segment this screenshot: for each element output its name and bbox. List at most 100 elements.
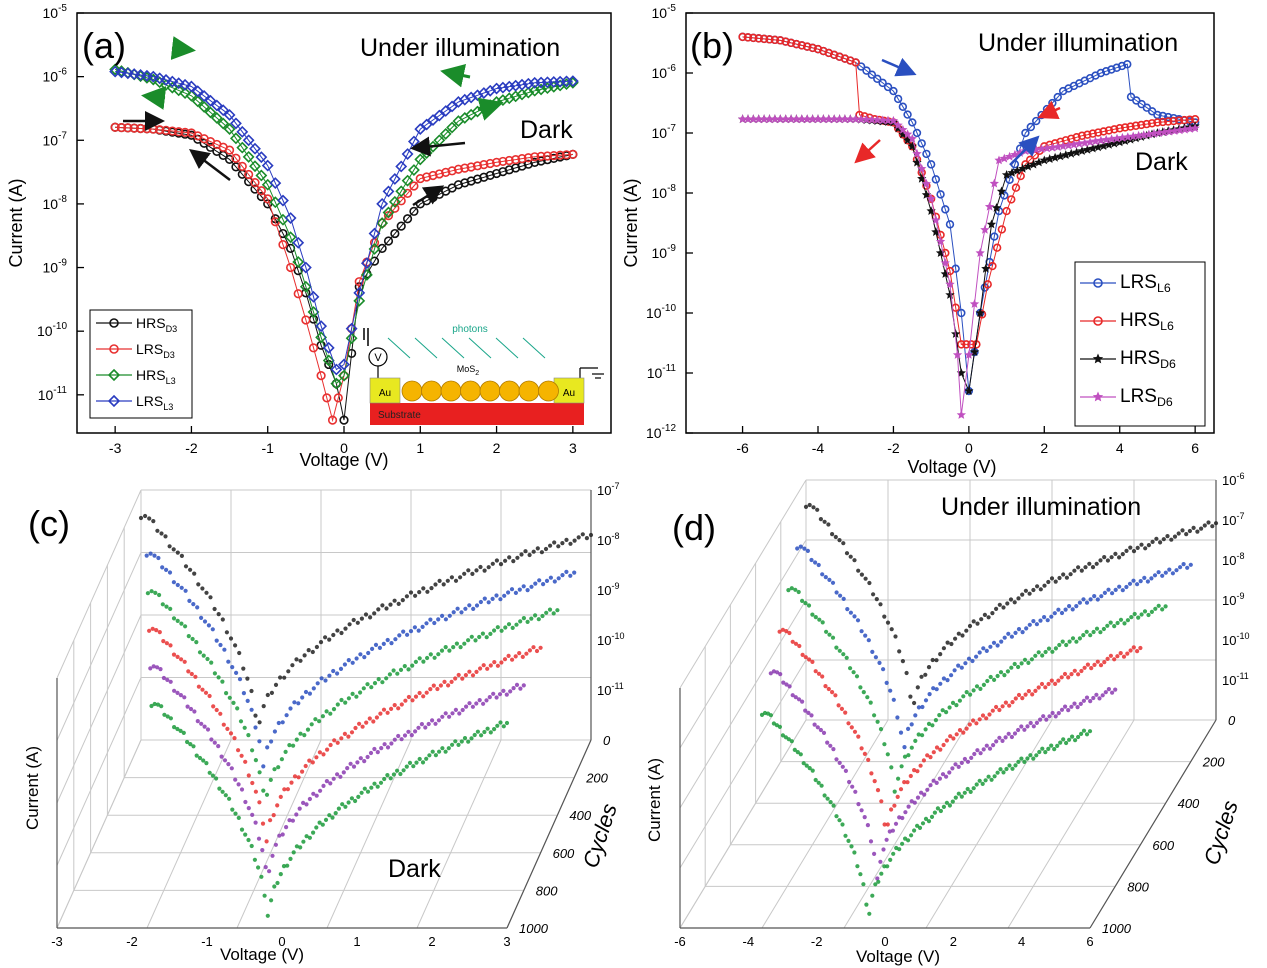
data-point [335,671,339,675]
data-point [156,556,160,560]
data-point [863,752,867,756]
data-point [1070,735,1074,739]
data-point [402,768,406,772]
data-point [919,764,923,768]
data-point [420,722,424,726]
data-point [1079,669,1083,673]
arrow [446,72,470,77]
data-point [195,605,199,609]
data-point [495,695,499,699]
data-point [211,627,215,631]
data-point [159,531,163,535]
data-point [418,691,422,695]
data-point [930,815,934,819]
data-point [479,733,483,737]
data-point [974,655,978,659]
data-point [405,765,409,769]
panel-d-y-axis-label: Current (A) [645,758,664,842]
data-point [432,684,436,688]
arrow [147,96,165,98]
data-point [437,750,441,754]
data-point [1073,669,1077,673]
mos2-flake [422,381,442,401]
data-point [489,730,493,734]
data-point [363,787,367,791]
data-point [1178,565,1182,569]
data-point [507,622,511,626]
data-point [202,654,206,658]
data-point [950,766,954,770]
data-point [298,845,302,849]
data-point [987,775,991,779]
data-point [1028,623,1032,627]
data-point [858,872,862,876]
data-point [985,679,989,683]
data-point [213,607,217,611]
data-point [983,613,987,617]
data-point [505,693,509,697]
data-point [395,769,399,773]
data-point [464,673,468,677]
data-point [963,757,967,761]
data-point [200,586,204,590]
data-point [843,834,847,838]
data-point [169,716,173,720]
data-point [376,785,380,789]
data-point [1053,682,1057,686]
data-point [997,708,1001,712]
data-point [996,674,1000,678]
data-point [269,898,273,902]
data-point [331,669,335,673]
data-point [383,742,387,746]
data-point [502,594,506,598]
data-point [369,751,373,755]
data-point [514,623,518,627]
data-point [1174,568,1178,572]
data-point [871,592,875,596]
data-point [265,793,269,797]
mos2-flake [519,381,539,401]
panel-d-label: (d) [672,507,716,548]
data-point [529,617,533,621]
data-point [577,535,581,539]
data-point [869,771,873,775]
data-point [795,546,799,550]
data-point [589,533,593,537]
data-point [351,692,355,696]
data-point [176,655,180,659]
data-point [397,602,401,606]
data-point [847,780,851,784]
data-point [1085,630,1089,634]
data-point [1020,696,1024,700]
data-point [1004,767,1008,771]
data-point [1085,732,1089,736]
data-point [963,791,967,795]
data-point [179,622,183,626]
data-point [985,202,994,211]
data-point [270,691,274,695]
x-tick-label: 4 [1116,440,1124,456]
y-tick-label: 10-9 [43,258,68,276]
data-point [872,852,876,856]
data-point [1142,576,1146,580]
data-point [1031,619,1035,623]
data-point [374,643,378,647]
data-point [975,748,979,752]
data-point [992,641,996,645]
data-point [1038,718,1042,722]
data-point [320,676,324,680]
data-point [984,716,988,720]
data-point [382,642,386,646]
data-point [261,822,265,826]
data-point [184,589,188,593]
panel-d-cycles-axis-label: Cycles [1199,797,1243,868]
data-point [960,633,964,637]
data-point [876,880,880,884]
data-point [303,653,307,657]
data-point [1182,562,1186,566]
data-point [1016,760,1020,764]
data-point [152,554,156,558]
mos2-flake [402,381,422,401]
data-point [1003,636,1007,640]
data-point [1110,555,1114,559]
